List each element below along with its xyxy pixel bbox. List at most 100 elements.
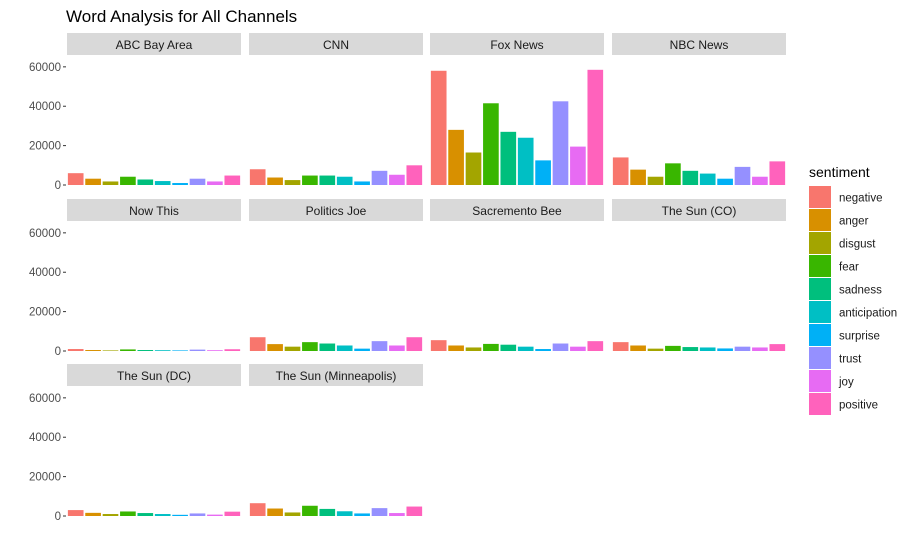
bar-anger: [630, 169, 646, 185]
bar-joy: [207, 350, 223, 351]
bar-sadness: [682, 347, 699, 351]
legend-label-anticipation: anticipation: [839, 308, 897, 320]
bar-sadness: [319, 175, 336, 185]
facet-strip: [249, 33, 423, 55]
bar-anger: [85, 350, 101, 351]
bar-positive: [587, 341, 604, 351]
facet-strip: [612, 33, 786, 55]
legend-item-positive: positive: [809, 393, 878, 415]
legend-item-sadness: sadness: [809, 278, 882, 300]
facet-panel: The Sun (Minneapolis): [249, 364, 423, 516]
legend-key-fear: [809, 255, 831, 277]
bar-fear: [120, 349, 136, 351]
facet-strip: [249, 364, 423, 386]
facet-panels: ABC Bay Area 0 20000 40000 60000 CNN Fox News N…: [29, 33, 786, 523]
legend-label-sadness: sadness: [839, 285, 882, 297]
facet-panel: Now This 0 20000 40000 60000: [29, 199, 241, 358]
legend-item-negative: negative: [809, 186, 882, 208]
bar-negative: [249, 503, 266, 516]
facet-panel: Fox News: [430, 33, 604, 185]
legend-label-positive: positive: [839, 400, 878, 412]
bar-disgust: [102, 350, 119, 351]
facet-strip: [67, 364, 241, 386]
facet-strip-label: Fox News: [490, 38, 543, 52]
bar-joy: [570, 146, 586, 185]
bar-surprise: [717, 348, 733, 351]
facet-strip: [67, 33, 241, 55]
bar-negative: [67, 173, 84, 185]
bar-positive: [406, 337, 423, 351]
bar-sadness: [500, 344, 517, 351]
facet-strip-label: The Sun (Minneapolis): [276, 369, 397, 383]
bar-positive: [769, 161, 786, 185]
bar-positive: [224, 349, 241, 351]
legend-label-surprise: surprise: [839, 331, 880, 343]
facet-panel: ABC Bay Area 0 20000 40000 60000: [29, 33, 241, 192]
bar-anger: [448, 345, 464, 351]
bar-positive: [406, 506, 423, 516]
bar-negative: [249, 337, 266, 351]
facet-strip: [67, 199, 241, 221]
y-tick-label: 20000: [29, 307, 61, 319]
bar-anticipation: [154, 350, 171, 351]
bar-joy: [752, 347, 768, 351]
bar-anticipation: [699, 347, 716, 351]
bar-fear: [665, 163, 681, 185]
legend-item-fear: fear: [809, 255, 859, 277]
bar-trust: [734, 346, 751, 351]
bar-positive: [587, 69, 604, 185]
y-tick-label: 60000: [29, 62, 61, 74]
bar-joy: [389, 174, 405, 185]
bar-surprise: [172, 183, 188, 185]
facet-panel: The Sun (DC) 0 20000 40000 60000: [29, 364, 241, 523]
bar-disgust: [284, 512, 301, 516]
bar-sadness: [319, 508, 336, 516]
facet-panel: NBC News: [612, 33, 786, 185]
legend-key-trust: [809, 347, 831, 369]
bar-anticipation: [517, 346, 534, 351]
y-tick-label: 60000: [29, 228, 61, 240]
bar-disgust: [284, 180, 301, 185]
legend-label-fear: fear: [839, 262, 859, 274]
bar-fear: [665, 345, 681, 351]
bar-anger: [267, 508, 283, 516]
bar-anger: [85, 512, 101, 516]
bar-trust: [189, 178, 206, 185]
bar-anticipation: [336, 345, 353, 351]
bar-disgust: [647, 348, 664, 351]
bar-anger: [267, 177, 283, 185]
bar-anticipation: [517, 137, 534, 185]
bar-trust: [552, 101, 569, 185]
bar-positive: [224, 175, 241, 185]
bar-fear: [302, 505, 318, 516]
bar-sadness: [137, 513, 154, 516]
y-tick-label: 0: [55, 180, 61, 192]
facet-strip-label: ABC Bay Area: [116, 38, 193, 52]
facet-panel: Politics Joe: [249, 199, 423, 351]
legend-key-sadness: [809, 278, 831, 300]
legend-key-negative: [809, 186, 831, 208]
bar-trust: [552, 343, 569, 351]
y-tick-label: 40000: [29, 267, 61, 279]
bar-disgust: [465, 347, 482, 351]
bar-surprise: [535, 349, 551, 351]
bar-anticipation: [699, 173, 716, 185]
bar-joy: [570, 346, 586, 351]
bar-negative: [67, 510, 84, 516]
bar-negative: [430, 70, 447, 185]
legend-label-anger: anger: [839, 216, 869, 228]
bar-fear: [120, 176, 136, 185]
legend-key-joy: [809, 370, 831, 392]
y-tick-label: 20000: [29, 472, 61, 484]
bar-negative: [612, 157, 629, 185]
bar-trust: [371, 341, 388, 351]
facet-strip: [612, 199, 786, 221]
bar-sadness: [137, 350, 154, 351]
bar-joy: [389, 345, 405, 351]
bar-trust: [189, 513, 206, 516]
bar-anger: [448, 129, 464, 185]
y-tick-label: 20000: [29, 141, 61, 153]
legend-key-disgust: [809, 232, 831, 254]
bar-surprise: [354, 513, 370, 516]
